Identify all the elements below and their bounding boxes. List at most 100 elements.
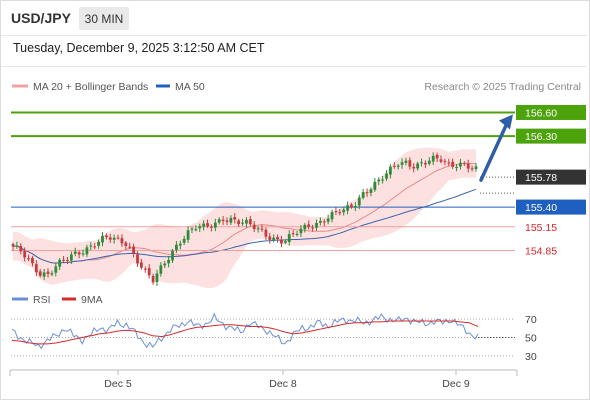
candle — [31, 255, 34, 267]
resistance-1-level: 156.30 — [11, 128, 586, 144]
candle — [322, 219, 326, 227]
candle — [210, 224, 213, 232]
candle — [77, 250, 81, 259]
candle-body — [264, 229, 268, 237]
candle — [143, 266, 147, 273]
arrow-shaft — [479, 123, 508, 182]
candle — [466, 159, 470, 173]
candle-body — [248, 219, 252, 225]
candle — [120, 234, 124, 247]
candle-body — [241, 222, 244, 224]
candle-body — [256, 228, 260, 230]
candle — [369, 187, 373, 197]
current-price-marker: 155.78 — [480, 169, 586, 194]
candle — [424, 160, 427, 169]
candle-body — [178, 243, 182, 246]
ma20-legend-label: MA 20 + Bollinger Bands — [33, 81, 148, 93]
candle-body — [34, 264, 38, 273]
candle-body — [431, 155, 435, 162]
candle — [451, 158, 455, 169]
candle — [342, 206, 346, 216]
candle — [455, 164, 458, 172]
candle — [155, 269, 159, 286]
candle — [233, 213, 237, 224]
candle-body — [11, 244, 15, 247]
candle — [101, 232, 104, 247]
candle — [326, 214, 330, 225]
candle — [97, 239, 100, 249]
candle-body — [73, 251, 77, 254]
candle — [283, 239, 287, 245]
candle-body — [381, 179, 385, 181]
candle-body — [124, 242, 128, 246]
candle-body — [392, 165, 396, 167]
candle — [474, 163, 478, 172]
resistance-2-level: 156.60 — [11, 104, 586, 120]
candle — [237, 218, 241, 228]
candle-body — [46, 271, 50, 274]
candle — [276, 234, 279, 243]
candle-body — [466, 163, 470, 169]
candle — [431, 152, 435, 166]
candle-body — [198, 226, 202, 229]
candle-body — [353, 205, 357, 208]
resistance-2-label: 156.60 — [525, 107, 557, 119]
candle — [163, 261, 167, 269]
candle-body — [365, 192, 369, 194]
candle — [373, 177, 377, 192]
candle — [357, 194, 361, 210]
candle — [334, 207, 338, 216]
candle-body — [163, 263, 167, 266]
candle — [420, 158, 423, 167]
candle-body — [155, 273, 159, 283]
candle-body — [322, 221, 326, 223]
resistance-2-badge — [516, 104, 586, 120]
candle-body — [373, 181, 377, 190]
forecast-arrow — [479, 114, 513, 182]
candle-body — [272, 237, 276, 241]
bollinger-band-area — [13, 147, 476, 288]
candle — [225, 217, 229, 226]
candle-body — [62, 259, 65, 261]
candle — [93, 242, 97, 250]
ma20-legend-swatch — [12, 84, 28, 88]
timeframe-button[interactable]: 30 MIN — [79, 7, 129, 30]
candle — [256, 226, 260, 233]
candle-body — [190, 228, 194, 230]
candle-body — [470, 168, 474, 170]
candle — [38, 269, 42, 278]
candle — [89, 242, 93, 251]
candle — [186, 226, 190, 244]
candle-body — [182, 238, 186, 243]
rsi-tick-label: 50 — [525, 333, 537, 345]
candle-body — [171, 250, 174, 261]
candle — [27, 254, 30, 262]
candle — [167, 256, 171, 268]
x-tick-label: Dec 9 — [442, 378, 470, 390]
candle-body — [299, 228, 303, 234]
rsi-ma-line — [11, 320, 479, 345]
candle — [116, 234, 120, 240]
candle — [202, 220, 206, 231]
candle — [365, 188, 369, 197]
candle-body — [101, 235, 104, 243]
candle — [73, 247, 77, 257]
candle — [112, 234, 116, 244]
candle-body — [229, 217, 233, 223]
candle-body — [194, 229, 198, 231]
header-separator — [1, 35, 587, 36]
candle — [353, 202, 357, 212]
bollinger-band — [13, 147, 476, 288]
candle — [66, 256, 69, 265]
rsi-tick-label: 70 — [525, 314, 537, 326]
support-1-level: 155.15 — [11, 222, 557, 234]
candle — [182, 235, 186, 246]
candle-body — [400, 162, 404, 165]
candle-body — [334, 210, 338, 212]
candle-body — [369, 189, 373, 193]
candle-body — [420, 162, 423, 164]
candle-body — [412, 166, 416, 169]
rsi-legend-swatch — [12, 297, 28, 301]
ma50-legend-label: MA 50 — [175, 81, 205, 93]
candle-body — [455, 166, 458, 168]
